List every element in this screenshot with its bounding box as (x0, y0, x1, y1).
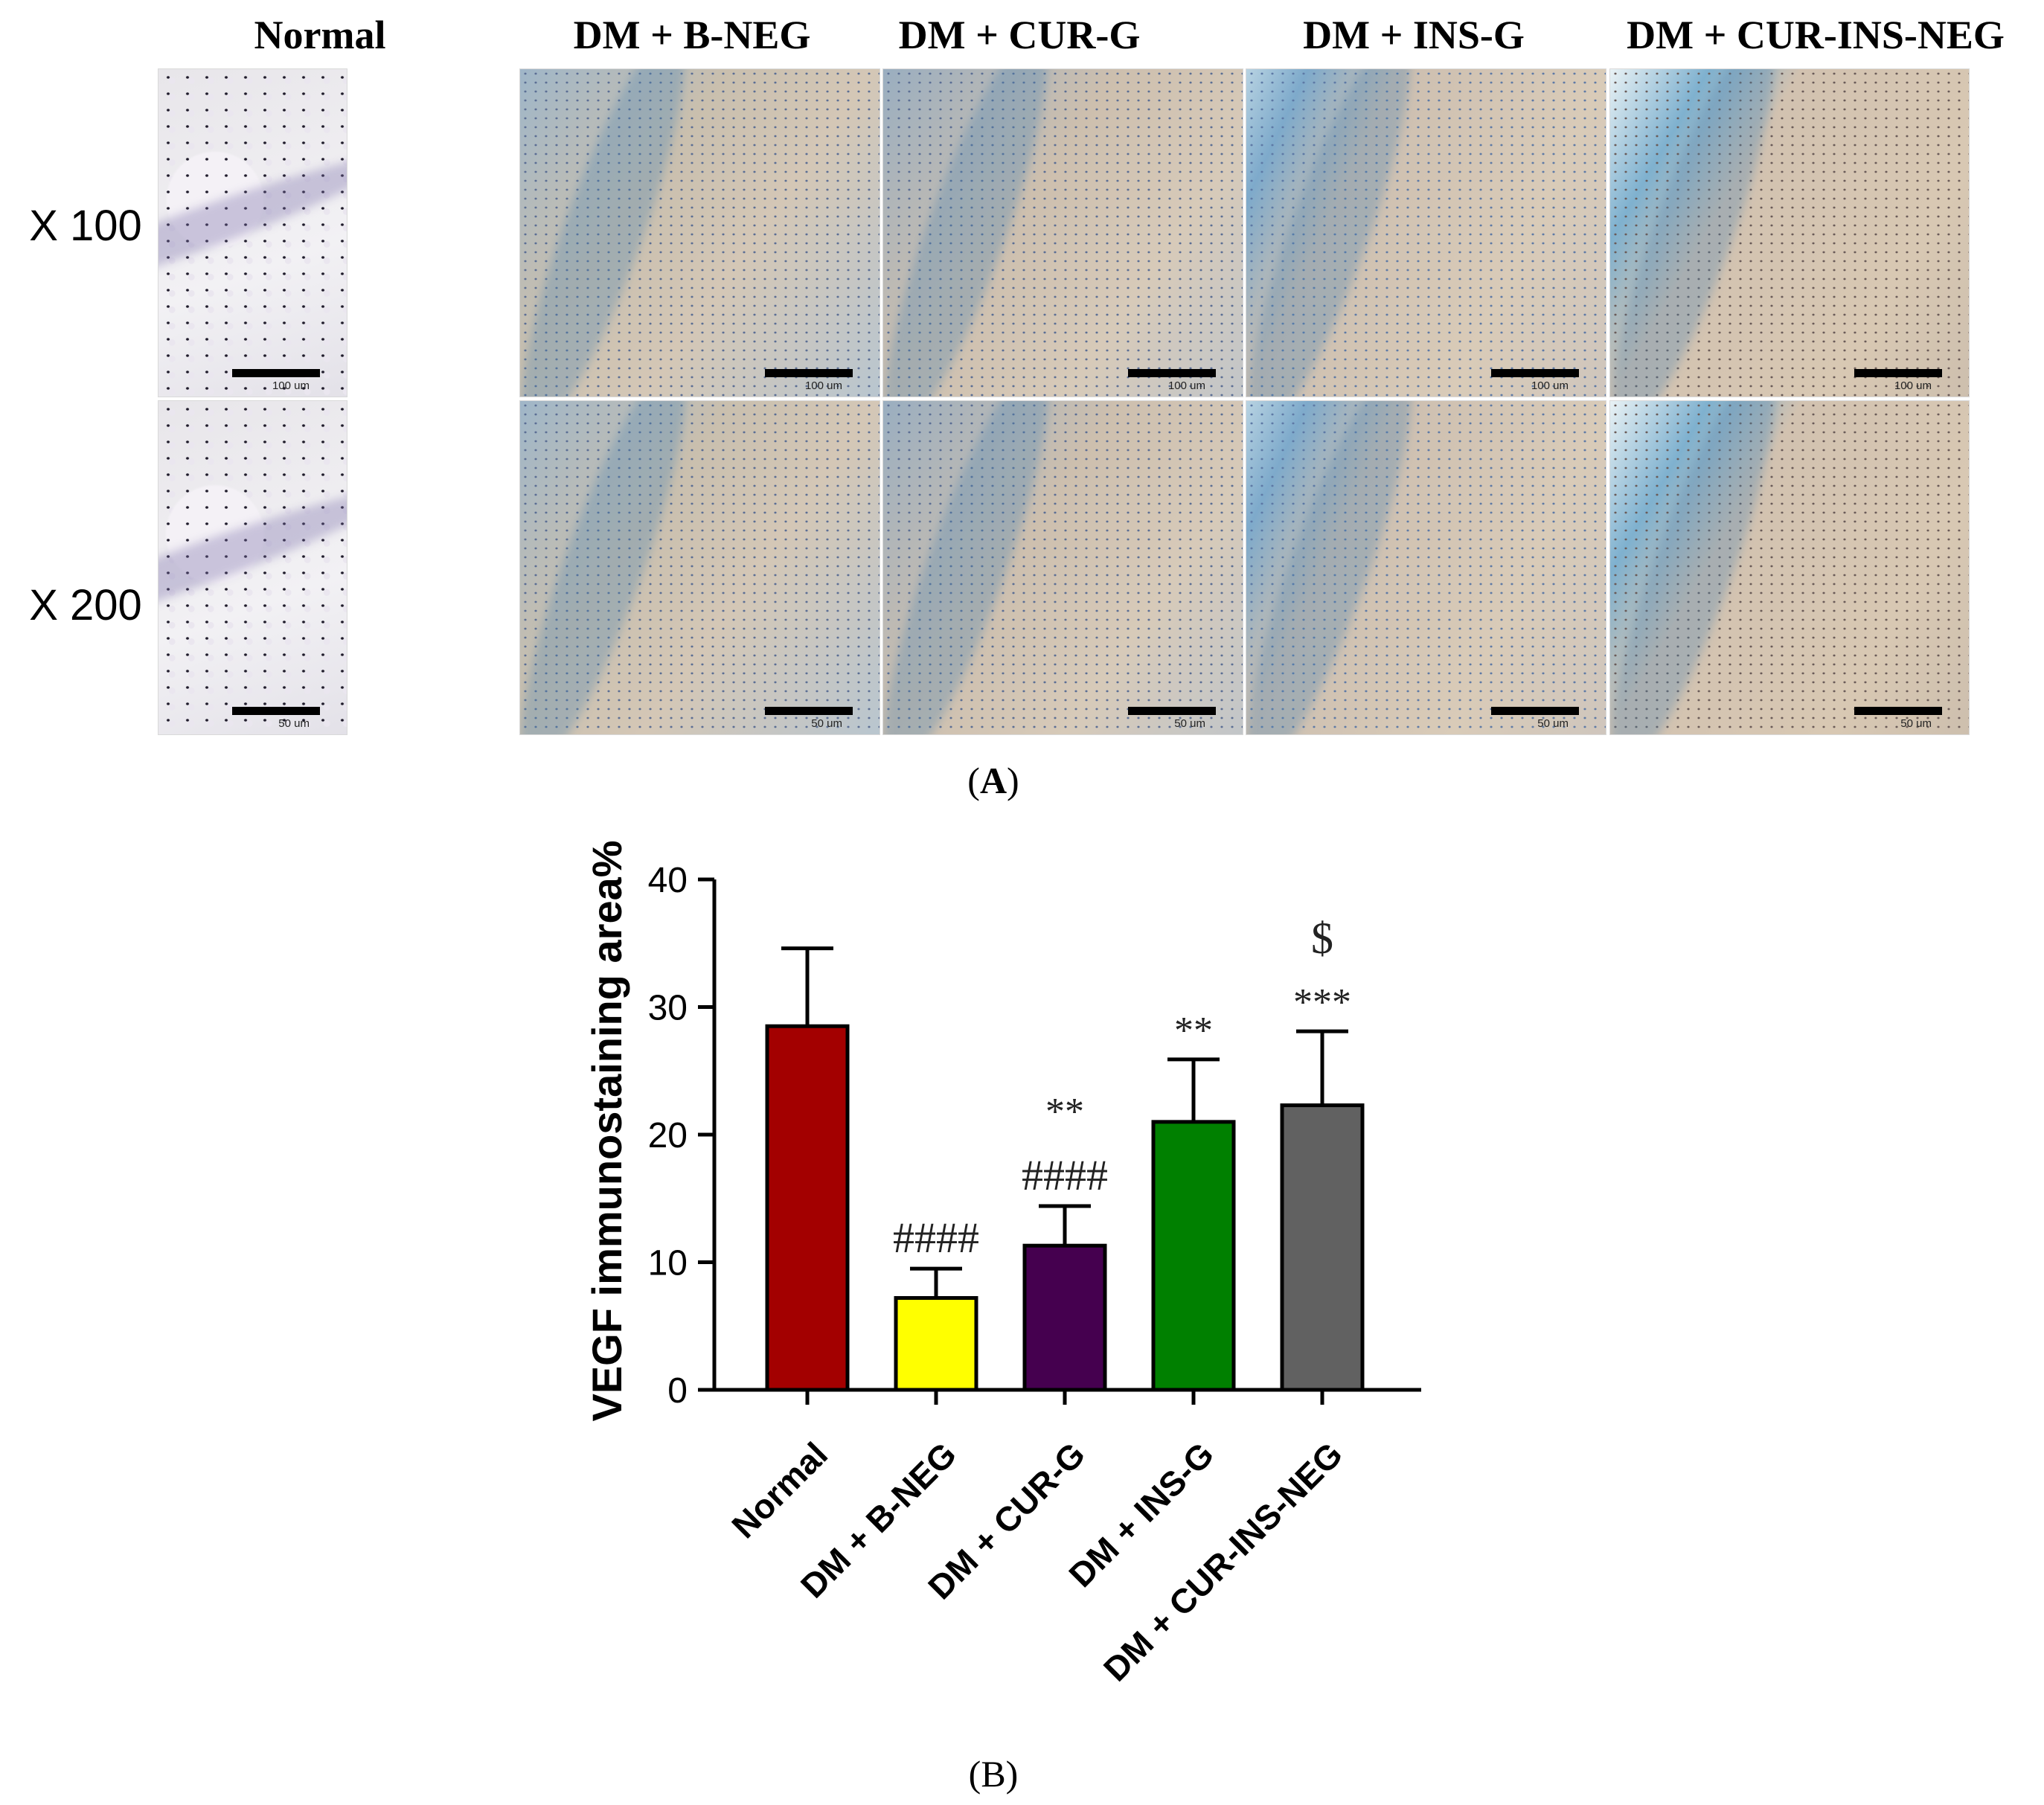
significance-annotation: *** (1293, 981, 1351, 1024)
scale-bar-label: 50 um (1537, 717, 1569, 730)
micrograph-dm-b-neg-x100: 100 um (519, 68, 880, 397)
panel-label-a: (A) (967, 760, 1019, 801)
column-header-dm-ins-g: DM + INS-G (1303, 13, 1525, 57)
column-header-normal: Normal (254, 13, 386, 57)
bar-normal (765, 1024, 850, 1392)
scale-bar-label: 100 um (1167, 379, 1205, 392)
significance-annotation: #### (893, 1214, 979, 1262)
row-label-x200: X 200 (29, 581, 142, 629)
scale-bar-label: 50 um (278, 717, 310, 730)
scale-bar-label: 100 um (1894, 379, 1932, 392)
tissue-texture (1610, 69, 1969, 397)
scale-bar-label: 100 um (804, 379, 842, 392)
tissue-texture (158, 69, 347, 397)
row-label-x100: X 100 (29, 202, 142, 250)
micrograph-normal-x200: 50 um (158, 400, 347, 735)
scale-bar (1128, 369, 1216, 377)
panel-label-b: (B) (968, 1753, 1019, 1795)
scale-bar (1854, 369, 1942, 377)
scale-bar (232, 707, 320, 715)
scale-bar (765, 707, 853, 715)
scale-bar (765, 369, 853, 377)
tissue-texture (883, 69, 1243, 397)
significance-annotation: ** (1174, 1010, 1213, 1052)
y-axis-label: VEGF immunostaining area% (583, 840, 630, 1421)
column-header-dm-cur-g: DM + CUR-G (898, 13, 1141, 57)
scale-bar-label: 100 um (1531, 379, 1569, 392)
y-tick-label: 0 (667, 1371, 688, 1411)
scale-bar (1854, 707, 1942, 715)
significance-annotation: #### (1022, 1151, 1108, 1199)
micrograph-dm-ins-g-x200: 50 um (1246, 400, 1606, 735)
panel-label-b-letter: B (981, 1753, 1006, 1795)
y-tick-label: 30 (648, 989, 688, 1028)
bar-dm-ins-g (1151, 1120, 1236, 1392)
micrograph-dm-cur-ins-neg-x100: 100 um (1609, 68, 1970, 397)
micrograph-normal-x100: 100 um (158, 68, 347, 397)
micrograph-dm-cur-ins-neg-x200: 50 um (1609, 400, 1970, 735)
scale-bar (1491, 707, 1579, 715)
significance-annotation: $ (1311, 914, 1333, 963)
bar-dm-cur-ins-neg (1280, 1103, 1365, 1392)
panel-label-a-letter: A (979, 760, 1007, 801)
x-tick-label: Normal (724, 1434, 835, 1545)
tissue-texture (883, 401, 1243, 734)
micrograph-dm-ins-g-x100: 100 um (1246, 68, 1606, 397)
micrograph-dm-b-neg-x200: 50 um (519, 400, 880, 735)
scale-bar-label: 50 um (1900, 717, 1932, 730)
x-tick-label: DM + CUR-INS-NEG (1096, 1434, 1350, 1688)
tissue-texture (520, 401, 880, 734)
scale-bar-label: 50 um (811, 717, 842, 730)
column-header-dm-b-neg: DM + B-NEG (573, 13, 811, 57)
tissue-texture (1610, 401, 1969, 734)
scale-bar (232, 369, 320, 377)
scale-bar (1491, 369, 1579, 377)
tissue-texture (1246, 401, 1606, 734)
column-header-dm-cur-ins-neg: DM + CUR-INS-NEG (1627, 13, 2005, 57)
scale-bar-label: 100 um (272, 379, 310, 392)
y-tick-label: 40 (648, 861, 688, 900)
tissue-texture (158, 401, 347, 734)
bar-dm-cur-g (1022, 1243, 1107, 1392)
tissue-texture (1246, 69, 1606, 397)
scale-bar (1128, 707, 1216, 715)
significance-annotation: ** (1045, 1091, 1084, 1133)
y-tick-label: 10 (648, 1244, 688, 1283)
y-tick-label: 20 (648, 1116, 688, 1155)
micrograph-dm-cur-g-x100: 100 um (882, 68, 1243, 397)
tissue-texture (520, 69, 880, 397)
scale-bar-label: 50 um (1174, 717, 1205, 730)
micrograph-dm-cur-g-x200: 50 um (882, 400, 1243, 735)
bar-dm-b-neg (894, 1296, 978, 1392)
